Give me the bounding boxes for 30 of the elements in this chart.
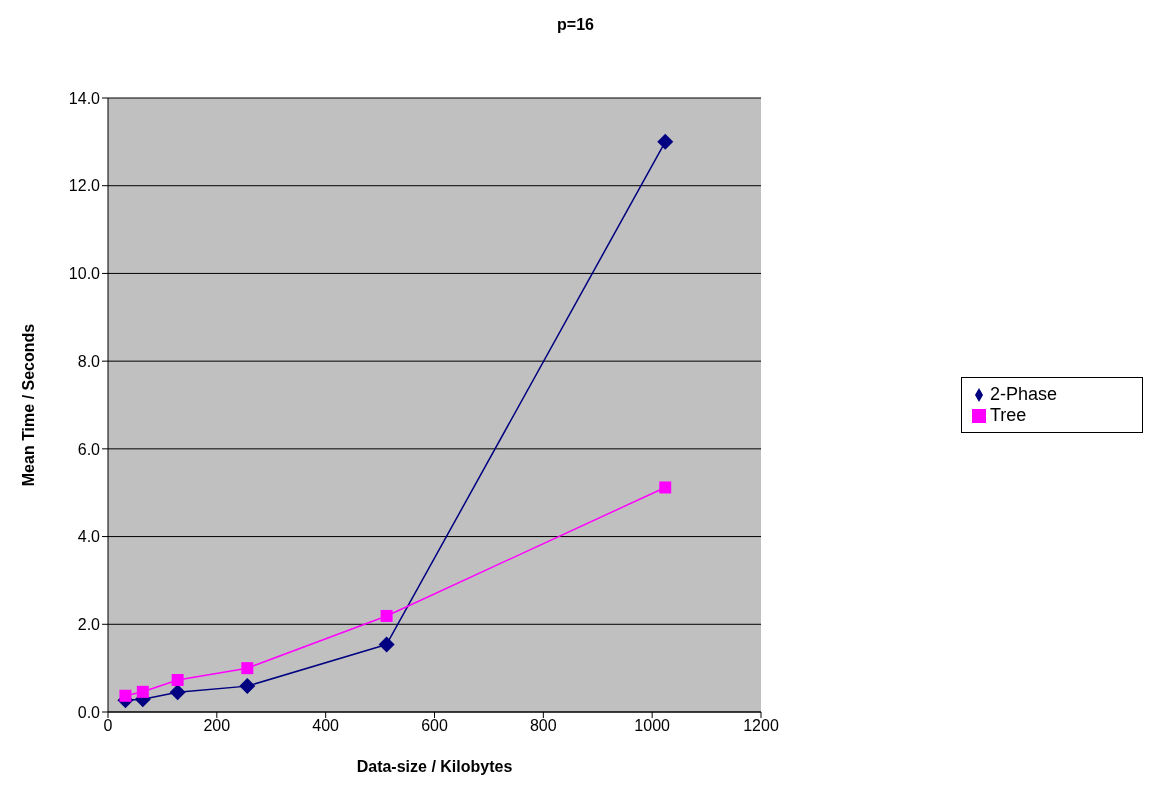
point <box>169 684 186 701</box>
x-tick-label: 800 <box>529 717 557 735</box>
point <box>119 689 132 702</box>
y-axis-title: Mean Time / Seconds <box>19 323 37 487</box>
legend-label: 2-Phase <box>990 384 1058 404</box>
point <box>378 636 395 653</box>
y-tick-label: 2.0 <box>77 615 101 633</box>
y-tick-label: 14.0 <box>68 89 101 107</box>
point <box>657 133 674 150</box>
x-tick-label: 0 <box>103 717 113 735</box>
y-tick-label: 6.0 <box>77 440 101 458</box>
x-tick-label: 1200 <box>743 717 779 735</box>
point <box>239 678 256 695</box>
y-tick-label: 8.0 <box>77 352 101 370</box>
y-tick-label: 4.0 <box>77 528 101 546</box>
x-tick-label: 600 <box>421 717 448 735</box>
y-tick-label: 12.0 <box>68 177 101 195</box>
x-tick-label: 400 <box>312 717 340 735</box>
point <box>380 609 393 622</box>
point <box>136 685 149 698</box>
y-tick-label: 10.0 <box>68 265 101 283</box>
point <box>659 481 672 494</box>
x-tick-label: 1000 <box>634 717 671 735</box>
x-tick-label: 200 <box>203 717 231 735</box>
x-axis-title: Data-size / Kilobytes <box>356 758 513 775</box>
legend-label: Tree <box>990 405 1027 425</box>
point <box>171 673 184 686</box>
y-tick-label: 0.0 <box>77 703 101 721</box>
point <box>241 662 254 675</box>
chart-title: p=16 <box>556 16 595 34</box>
